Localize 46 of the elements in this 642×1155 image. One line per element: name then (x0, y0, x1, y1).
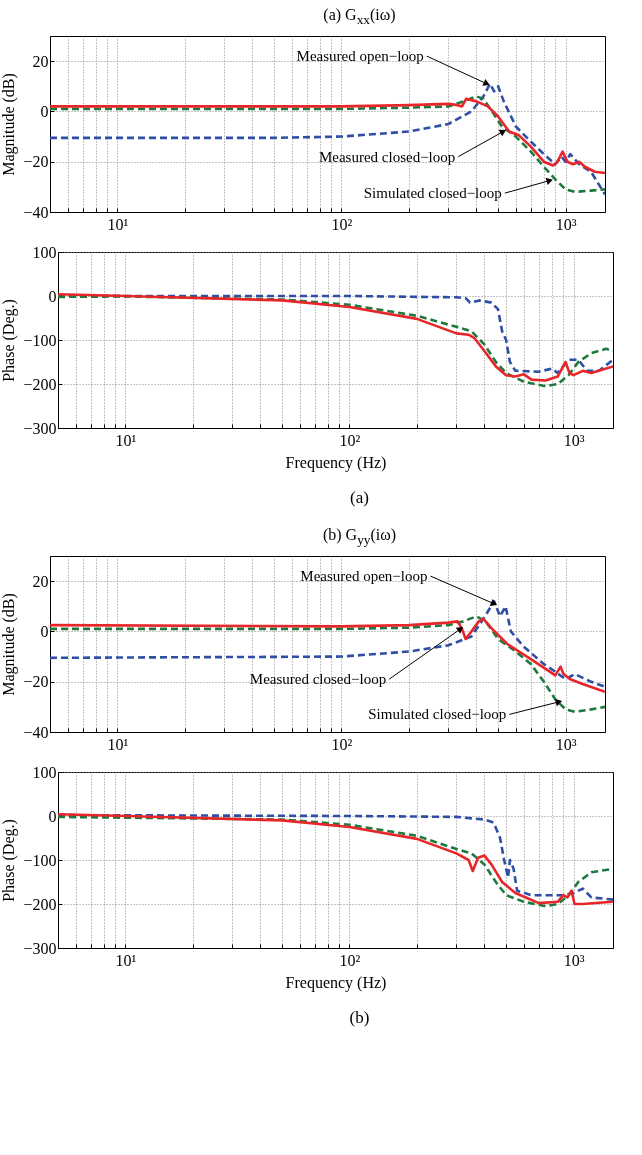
y-tick-label: −300 (23, 939, 57, 957)
x-tick-label: 10¹ (115, 431, 137, 449)
y-axis-title: Phase (Deg.) (0, 819, 19, 902)
y-tick-label: −200 (23, 375, 57, 393)
annotation: Measured open−loop (296, 48, 424, 65)
x-tick-label: 10¹ (107, 735, 129, 753)
annotation: Simulated closed−loop (363, 185, 502, 202)
y-tick-label: 0 (48, 807, 57, 825)
y-tick-label: −40 (23, 203, 49, 221)
y-tick-label: 0 (40, 102, 49, 120)
y-tick-label: −200 (23, 895, 57, 913)
y-tick-label: 0 (40, 622, 49, 640)
y-tick-label: 100 (32, 243, 57, 261)
annotation: Measured open−loop (300, 568, 428, 585)
y-tick-label: −20 (23, 153, 49, 171)
x-tick-label: 10² (331, 735, 353, 753)
x-tick-label: 10¹ (107, 215, 129, 233)
y-tick-label: 0 (48, 287, 57, 305)
annotation: Measured closed−loop (318, 148, 456, 165)
x-tick-label: 10³ (563, 431, 585, 449)
y-tick-label: −100 (23, 331, 57, 349)
chart-title: (b) G$_{yy}$(iω) (321, 525, 398, 548)
text: (b) (348, 1007, 371, 1029)
x-tick-label: 10³ (555, 735, 577, 753)
x-axis-title: Frequency (Hz) (285, 973, 387, 992)
y-tick-label: −20 (23, 673, 49, 691)
x-tick-label: 10³ (555, 215, 577, 233)
y-tick-label: 20 (32, 572, 49, 590)
y-axis-title: Magnitude (dB) (0, 73, 19, 176)
x-tick-label: 10¹ (115, 951, 137, 969)
text: (a) (349, 487, 370, 509)
annotation: Measured closed−loop (249, 671, 387, 688)
x-tick-label: 10² (339, 951, 361, 969)
x-tick-label: 10³ (563, 951, 585, 969)
chart-title: (a) G$_{xx}$(iω) (322, 5, 397, 28)
y-tick-label: −40 (23, 723, 49, 741)
y-axis-title: Magnitude (dB) (0, 593, 19, 696)
y-tick-label: 100 (32, 763, 57, 781)
x-axis-title: Frequency (Hz) (285, 453, 387, 472)
x-tick-label: 10² (339, 431, 361, 449)
y-tick-label: −100 (23, 851, 57, 869)
annotation: Simulated closed−loop (368, 706, 507, 723)
y-axis-title: Phase (Deg.) (0, 299, 19, 382)
x-tick-label: 10² (331, 215, 353, 233)
y-tick-label: −300 (23, 419, 57, 437)
y-tick-label: 20 (32, 52, 49, 70)
